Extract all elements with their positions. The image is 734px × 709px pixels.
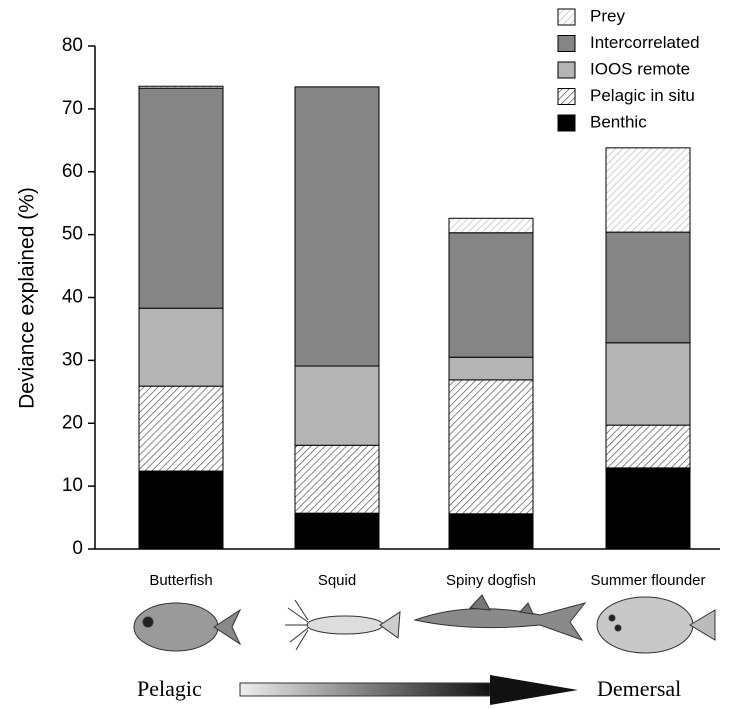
bar-segment — [605, 342, 691, 426]
dogfish-icon — [413, 594, 587, 641]
legend-swatch — [557, 8, 576, 26]
bar-segment — [138, 385, 224, 472]
legend-label: IOOS remote — [590, 59, 690, 78]
bar-segment — [138, 85, 224, 89]
x-tick-label: Spiny dogfish — [446, 572, 536, 589]
bar-segment — [448, 379, 534, 515]
legend-swatch — [557, 61, 576, 79]
legend-label: Intercorrelated — [590, 33, 700, 52]
bar-segment — [448, 513, 534, 550]
y-tick-label: 80 — [62, 35, 83, 56]
x-tick-label: Summer flounder — [590, 572, 705, 589]
annotation-left: Pelagic — [137, 676, 202, 701]
legend-swatch — [557, 35, 576, 52]
legend-label: Benthic — [590, 112, 647, 131]
annotation-right: Demersal — [597, 676, 681, 701]
butterfish-icon — [133, 602, 242, 652]
legend-label: Pelagic in situ — [590, 86, 695, 105]
bar-segment — [448, 356, 534, 381]
y-tick-label: 40 — [62, 287, 83, 308]
legend-label: Prey — [590, 6, 625, 25]
bar-segment — [294, 444, 380, 514]
bar-segment — [294, 365, 380, 446]
bar-segment — [294, 512, 380, 550]
bar-segment — [605, 467, 691, 550]
legend-swatch — [557, 114, 576, 132]
y-tick-label: 20 — [62, 412, 83, 433]
bar-segment — [605, 231, 691, 344]
y-tick-label: 10 — [62, 475, 83, 496]
bar-segment — [605, 147, 691, 233]
legend-swatch — [557, 88, 576, 105]
y-tick-label: 50 — [62, 224, 83, 245]
gradient-arrow — [239, 675, 578, 705]
y-tick-label: 30 — [62, 349, 83, 370]
bar-segment — [138, 87, 224, 309]
x-tick-label: Squid — [318, 572, 356, 589]
fish-icons — [133, 594, 716, 654]
bar-segment — [605, 424, 691, 469]
x-tick-label: Butterfish — [149, 572, 212, 589]
bar-segment — [448, 232, 534, 358]
bar-segment — [294, 86, 380, 367]
y-tick-label: 0 — [72, 538, 83, 559]
y-axis-label: Deviance explained (%) — [16, 187, 39, 409]
y-tick-label: 70 — [62, 98, 83, 119]
bar-segment — [138, 470, 224, 550]
bar-segment — [138, 307, 224, 387]
squid-icon — [285, 599, 401, 651]
flounder-icon — [596, 596, 716, 654]
bar-segment — [448, 217, 534, 234]
y-tick-label: 60 — [62, 161, 83, 182]
